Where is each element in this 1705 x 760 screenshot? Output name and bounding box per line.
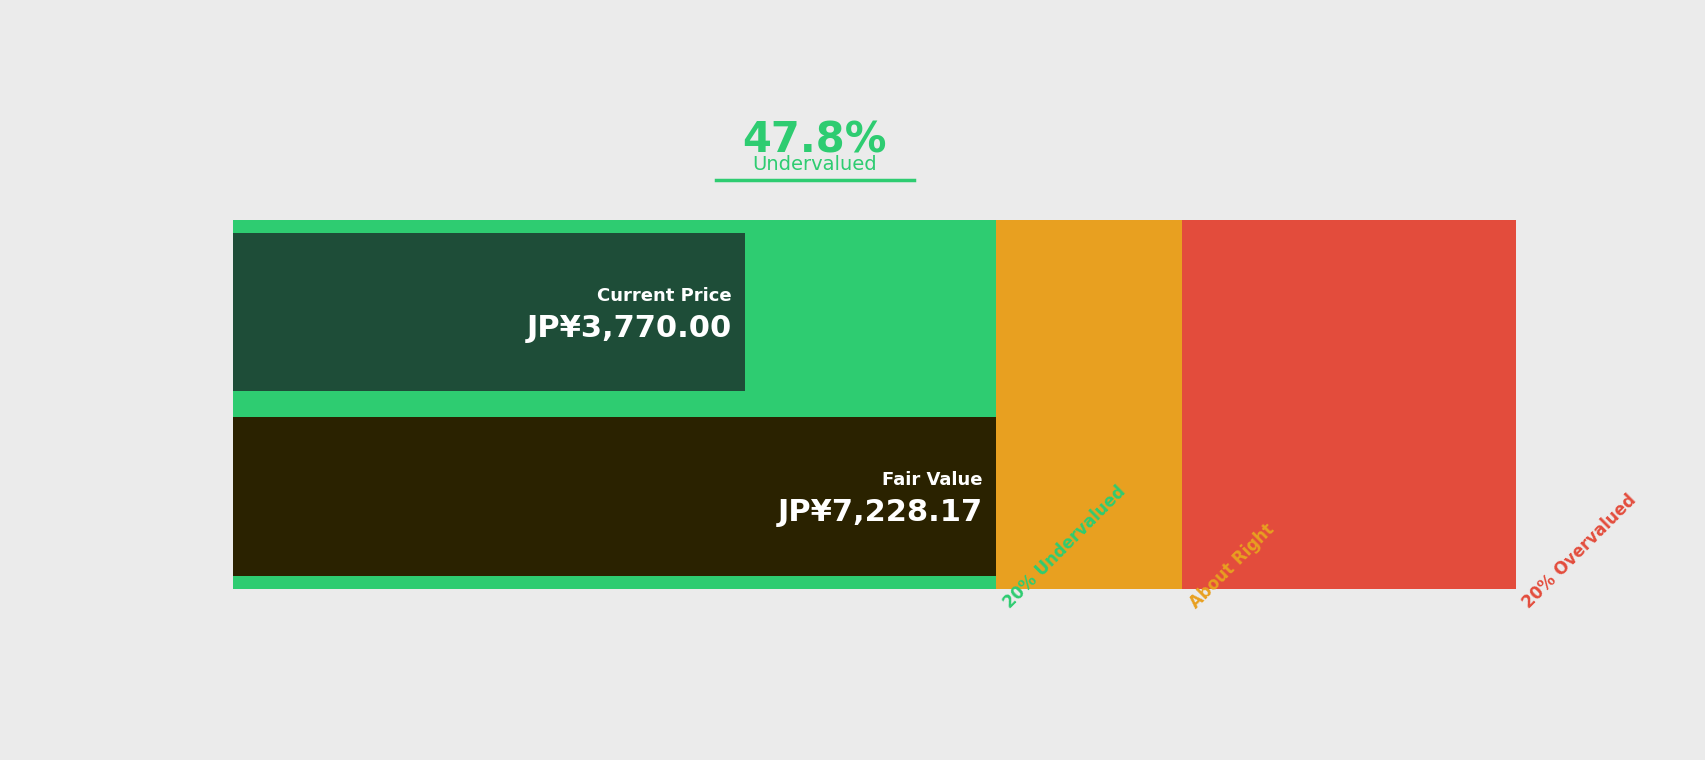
Bar [1182, 220, 1514, 588]
Text: JP¥3,770.00: JP¥3,770.00 [527, 314, 731, 343]
Text: 20% Overvalued: 20% Overvalued [1519, 491, 1640, 612]
Text: Current Price: Current Price [597, 287, 731, 305]
Text: Undervalued: Undervalued [752, 155, 876, 174]
Text: JP¥7,228.17: JP¥7,228.17 [777, 499, 982, 527]
Text: About Right: About Right [1185, 520, 1277, 612]
Bar [234, 220, 996, 588]
Text: Fair Value: Fair Value [881, 471, 982, 489]
Text: 47.8%: 47.8% [742, 120, 887, 162]
Text: 20% Undervalued: 20% Undervalued [999, 483, 1129, 612]
Bar [234, 417, 996, 576]
Bar [996, 220, 1182, 588]
Bar [234, 233, 745, 391]
